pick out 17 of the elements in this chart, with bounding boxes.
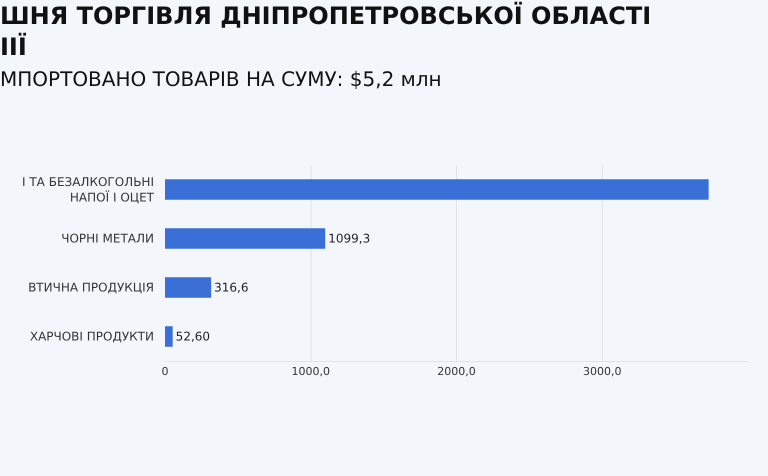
x-tick-label: 3000,0 bbox=[583, 365, 622, 378]
data-label: 1099,3 bbox=[328, 232, 370, 246]
chart-title: ШНЯ ТОРГІВЛЯ ДНІПРОПЕТРОВСЬКОЇ ОБЛАСТІ ІІЇ bbox=[0, 0, 652, 61]
bar bbox=[165, 228, 326, 249]
chart-subtitle: МПОРТОВАНО ТОВАРІВ НА СУМУ: $5,2 млн bbox=[0, 67, 442, 92]
bar bbox=[165, 277, 212, 298]
x-tick-label: 0 bbox=[162, 365, 168, 378]
x-tick-label: 2000,0 bbox=[437, 365, 476, 378]
y-tick-label: ХАРЧОВІ ПРОДУКТИ bbox=[30, 330, 154, 344]
y-tick-label: ВТИЧНА ПРОДУКЦІЯ bbox=[28, 280, 154, 295]
data-label: 52,60 bbox=[176, 330, 210, 344]
bar bbox=[165, 179, 709, 200]
x-tick-label: 1000,0 bbox=[292, 365, 330, 378]
bar bbox=[165, 326, 173, 347]
y-tick-label: ЧОРНІ МЕТАЛИ bbox=[61, 232, 154, 246]
y-tick-label: І ТА БЕЗАЛКОГОЛЬНІ НАПОЇ І ОЦЕТ bbox=[22, 174, 155, 204]
data-label: 316,6 bbox=[214, 280, 248, 294]
